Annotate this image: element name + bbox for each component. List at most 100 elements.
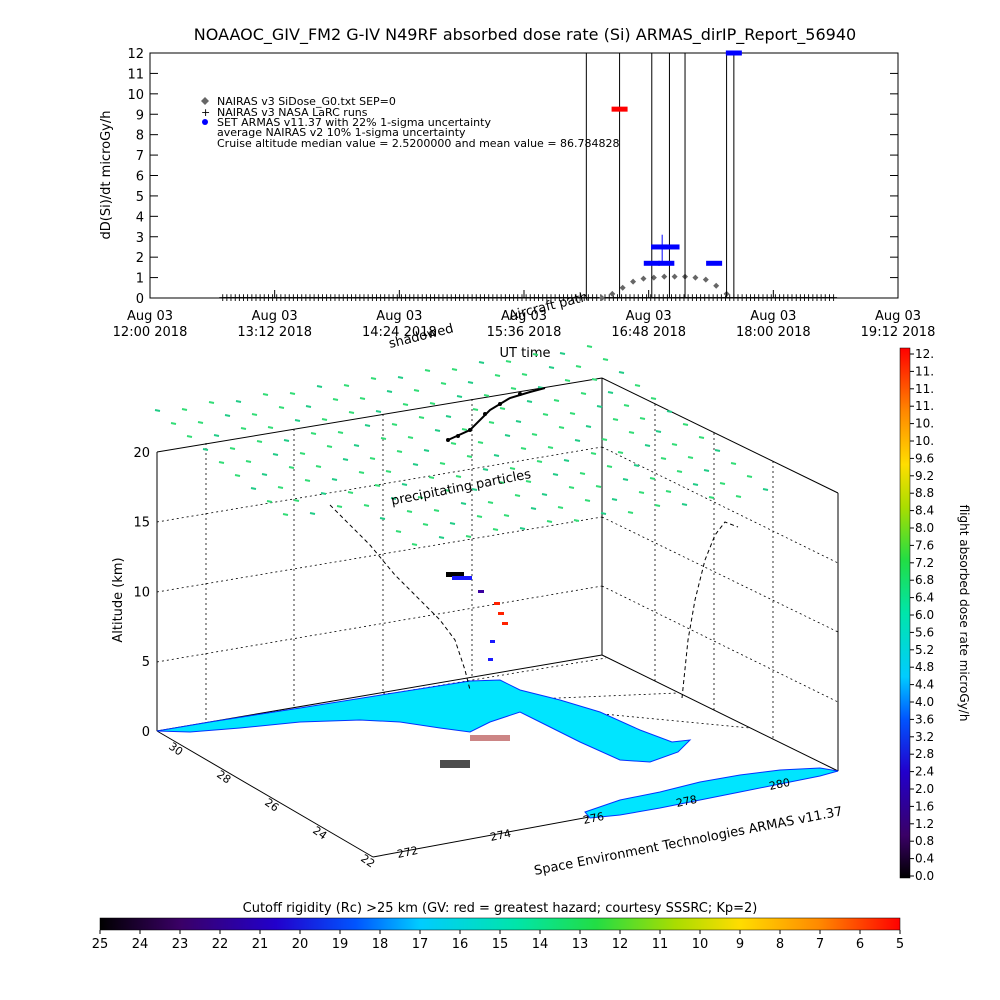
larc-point: + [580, 291, 589, 304]
larc-point: + [276, 291, 285, 304]
particle-vector [321, 418, 328, 421]
particle-vector [267, 426, 274, 429]
particle-vector [445, 415, 452, 418]
particle-vector [526, 400, 533, 403]
particle-vector [449, 522, 456, 525]
particle-vector [634, 384, 641, 387]
larc-point: + [621, 291, 630, 304]
altitude-tick-label: 20 [133, 446, 150, 461]
right-colorbar-tick-label: 5.2 [915, 643, 934, 657]
particle-vector [332, 398, 339, 401]
particle-vector [584, 499, 591, 502]
particle-vector [730, 462, 737, 465]
particle-vector [586, 345, 593, 348]
particle-vector [282, 513, 289, 516]
particle-vector [682, 423, 689, 426]
right-colorbar-tick-label: 10. [915, 417, 934, 431]
larc-point: + [592, 291, 601, 304]
particle-vector [541, 493, 548, 496]
bottom-colorbar-tick-label: 18 [372, 937, 389, 952]
larc-point: + [513, 291, 522, 304]
larc-point: + [314, 291, 323, 304]
right-colorbar-tick-label: 6.0 [915, 608, 934, 622]
larc-point: + [364, 291, 373, 304]
particle-vector [585, 425, 592, 428]
larc-point: + [804, 291, 813, 304]
credit-annotation: Space Environment Technologies ARMAS v11… [533, 804, 844, 879]
larc-point: + [679, 291, 688, 304]
particle-vector [708, 496, 715, 499]
cuba-landmass [584, 767, 839, 819]
particle-vector [439, 462, 446, 465]
larc-point: + [380, 291, 389, 304]
latitude-tick-label: 26 [262, 796, 281, 815]
particle-vector [477, 441, 484, 444]
particle-vector [342, 458, 349, 461]
larc-point: + [459, 291, 468, 304]
altitude-tick-label: 0 [142, 725, 150, 740]
larc-point: + [422, 291, 431, 304]
larc-point: + [584, 291, 593, 304]
particle-vector [575, 365, 582, 368]
y-tick-label: 4 [136, 210, 144, 225]
particle-vector [552, 473, 559, 476]
y-tick-label: 6 [136, 170, 144, 185]
larc-point: + [567, 291, 576, 304]
particle-vector [569, 412, 576, 415]
x-tick-label-line2: 16:48 2018 [611, 325, 686, 340]
particle-vector [251, 413, 258, 416]
x-tick-label-line2: 13:12 2018 [237, 325, 312, 340]
larc-point: + [771, 291, 780, 304]
particle-vector [514, 494, 521, 497]
y-tick-label: 8 [136, 129, 144, 144]
particle-vector [519, 527, 526, 530]
particle-vector [655, 430, 662, 433]
particle-vector [266, 500, 273, 503]
larc-point: + [426, 291, 435, 304]
y-tick-label: 12 [127, 47, 144, 62]
larc-point: + [505, 291, 514, 304]
particle-vector [278, 406, 285, 409]
larc-point: + [268, 291, 277, 304]
florida-landmass [156, 679, 692, 763]
particle-vector [521, 373, 528, 376]
right-colorbar-tick-label: 0.8 [915, 834, 934, 848]
larc-point: + [297, 291, 306, 304]
larc-point: + [451, 291, 460, 304]
larc-point: + [817, 291, 826, 304]
larc-point: + [700, 291, 709, 304]
x-tick-label-line1: Aug 03 [875, 309, 921, 324]
particle-vector [224, 414, 231, 417]
particle-vector [471, 488, 478, 491]
larc-point: + [704, 291, 713, 304]
particle-vector [348, 411, 355, 414]
latitude-tick-label: 28 [214, 768, 233, 787]
longitude-tick-label: 272 [396, 844, 419, 861]
larc-point: + [492, 291, 501, 304]
larc-point: + [384, 291, 393, 304]
latitude-tick-label: 22 [358, 852, 377, 871]
larc-point: + [463, 291, 472, 304]
particle-vector [548, 366, 555, 369]
larc-point: + [708, 291, 717, 304]
larc-point: + [688, 291, 697, 304]
larc-point: + [588, 291, 597, 304]
particle-vector [358, 471, 365, 474]
bottom-colorbar-tick-label: 10 [692, 937, 709, 952]
particle-vector [666, 410, 673, 413]
larc-point: + [359, 291, 368, 304]
larc-point: + [571, 291, 580, 304]
larc-point: + [339, 291, 348, 304]
larc-point: + [235, 291, 244, 304]
larc-point: + [812, 291, 821, 304]
particle-vector [467, 381, 474, 384]
bottom-colorbar-tick-label: 12 [612, 937, 629, 952]
larc-point: + [243, 291, 252, 304]
particle-vector [370, 377, 377, 380]
larc-point: + [575, 291, 584, 304]
right-colorbar-tick-label: 11. [915, 399, 934, 413]
particle-vector [482, 468, 489, 471]
right-colorbar-tick-label: 8.8 [915, 486, 934, 500]
bottom-colorbar-tick-label: 22 [212, 937, 229, 952]
longitude-tick-label: 280 [768, 776, 791, 793]
